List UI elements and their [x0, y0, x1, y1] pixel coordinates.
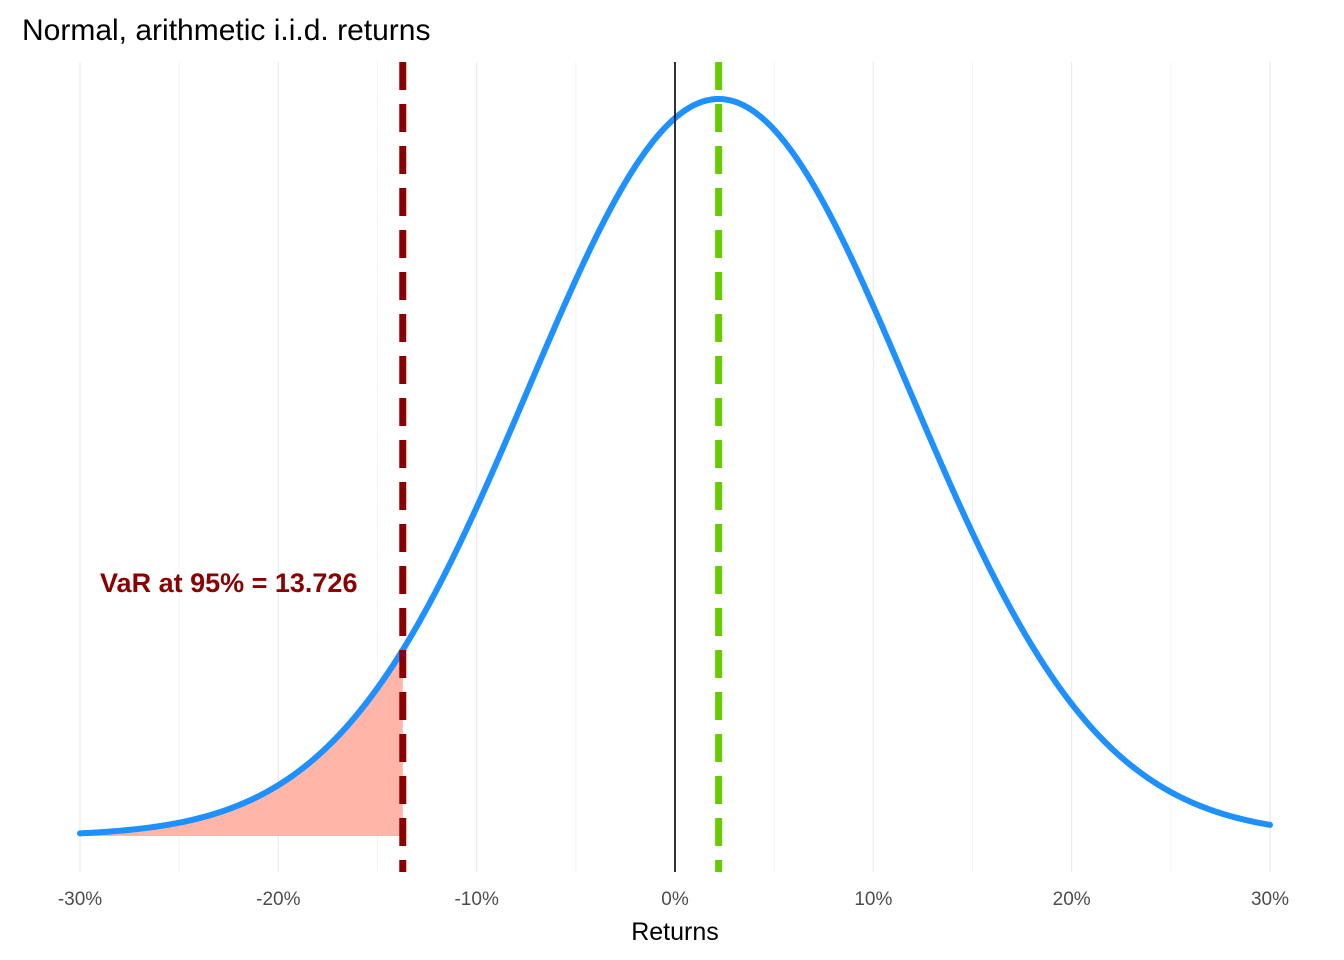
x-tick-label: -20% [256, 889, 300, 910]
grid [79, 62, 1271, 872]
var-annotation: VaR at 95% = 13.726 [100, 568, 357, 598]
x-tick-label: -30% [58, 889, 102, 910]
x-tick-label: 0% [661, 889, 689, 910]
x-tick-label: 20% [1053, 889, 1091, 910]
annotations: VaR at 95% = 13.726 [100, 568, 357, 598]
shaded-tail-area [80, 649, 403, 836]
chart-title: Normal, arithmetic i.i.d. returns [22, 14, 430, 47]
x-tick-label: -10% [454, 889, 498, 910]
x-tick-label: 30% [1251, 889, 1289, 910]
reference-lines [399, 62, 723, 872]
x-tick-label: 10% [854, 889, 892, 910]
var-tail-fill [80, 649, 403, 836]
x-axis-title: Returns [631, 918, 719, 946]
x-axis-ticks: -30% -20% -10% 0% 10% 20% 30% [58, 889, 1289, 910]
